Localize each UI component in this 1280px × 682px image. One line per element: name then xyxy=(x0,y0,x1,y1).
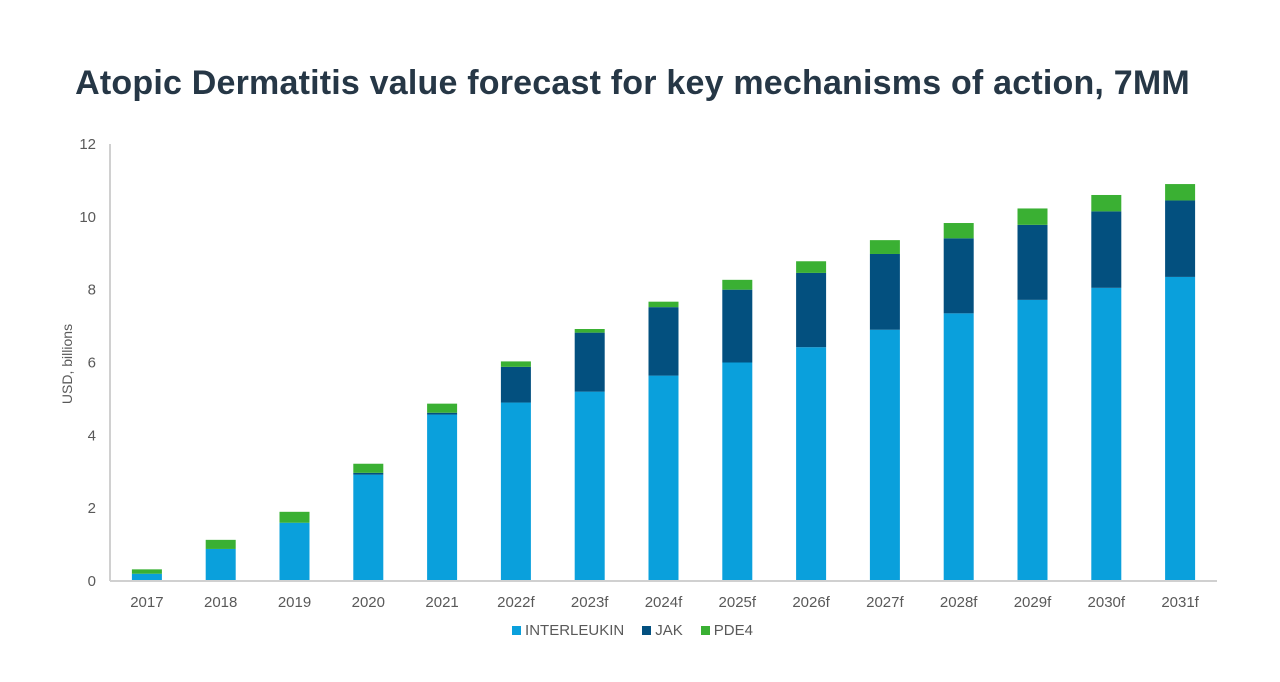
x-tick-label: 2024f xyxy=(645,594,683,611)
legend-swatch xyxy=(700,626,710,635)
bar-jak-2028f xyxy=(943,238,974,314)
chart-title: Atopic Dermatitis value forecast for key… xyxy=(75,64,1190,102)
legend-item-pde4: PDE4 xyxy=(700,622,753,639)
legend-label: INTERLEUKIN xyxy=(525,622,625,639)
bar-jak-2023f xyxy=(574,332,605,392)
x-tick-label: 2029f xyxy=(1014,594,1052,611)
bar-jak-2029f xyxy=(1017,224,1048,300)
bar-pde4-2021 xyxy=(427,403,458,413)
chart-legend: INTERLEUKIN JAK PDE4 xyxy=(0,622,1265,639)
bar-pde4-2018 xyxy=(205,539,236,549)
y-tick-label: 12 xyxy=(79,136,96,153)
x-tick-label: 2030f xyxy=(1088,594,1126,611)
bar-interleukin-2025f xyxy=(722,362,753,581)
legend-item-interleukin: INTERLEUKIN xyxy=(512,622,624,639)
y-tick-label: 8 xyxy=(88,282,96,299)
x-tick-label: 2022f xyxy=(497,594,535,611)
bar-interleukin-2027f xyxy=(869,329,900,581)
y-tick-label: 10 xyxy=(79,209,96,226)
bar-pde4-2022f xyxy=(500,361,531,367)
bar-pde4-2028f xyxy=(943,223,974,239)
bar-pde4-2031f xyxy=(1165,184,1196,201)
bar-pde4-2026f xyxy=(796,261,827,273)
y-tick-label: 0 xyxy=(88,573,96,590)
x-tick-label: 2031f xyxy=(1161,594,1199,611)
legend-label: JAK xyxy=(655,622,683,639)
legend-item-jak: JAK xyxy=(642,622,683,639)
y-axis-ticks: 0 2 4 6 8 10 12 xyxy=(79,136,96,590)
bar-pde4-2025f xyxy=(722,279,753,290)
bar-pde4-2019 xyxy=(279,511,310,523)
bar-pde4-2027f xyxy=(869,240,900,254)
bar-jak-2027f xyxy=(869,253,900,330)
bar-jak-2022f xyxy=(500,366,531,403)
y-tick-label: 2 xyxy=(88,500,96,517)
legend-swatch xyxy=(642,626,652,635)
x-tick-label: 2017 xyxy=(130,594,163,611)
bar-jak-2031f xyxy=(1165,200,1196,277)
y-axis-title: USD, billions xyxy=(59,324,75,404)
x-tick-label: 2019 xyxy=(278,594,311,611)
x-tick-label: 2020 xyxy=(352,594,385,611)
bar-jak-2030f xyxy=(1091,211,1122,288)
bar-interleukin-2019 xyxy=(279,522,310,581)
legend-label: PDE4 xyxy=(713,622,753,639)
bar-jak-2020 xyxy=(353,472,384,475)
bar-pde4-2020 xyxy=(353,463,384,473)
bar-jak-2025f xyxy=(722,289,753,363)
x-tick-label: 2021 xyxy=(425,594,458,611)
bar-jak-2021 xyxy=(427,412,458,415)
y-tick-label: 4 xyxy=(88,427,96,444)
bar-interleukin-2022f xyxy=(500,402,531,581)
x-tick-label: 2025f xyxy=(719,594,757,611)
bar-interleukin-2026f xyxy=(796,347,827,581)
bar-interleukin-2020 xyxy=(353,474,384,581)
x-tick-label: 2023f xyxy=(571,594,609,611)
x-axis-ticks: 2017 2018 2019 2020 2021 2022f 2023f 2024f 2025f… xyxy=(130,594,1199,611)
bar-pde4-2030f xyxy=(1091,194,1122,212)
legend-swatch xyxy=(512,626,522,635)
bar-stacks xyxy=(131,184,1196,581)
bar-interleukin-2021 xyxy=(427,414,458,581)
bar-interleukin-2031f xyxy=(1165,276,1196,581)
bar-jak-2024f xyxy=(648,307,679,376)
x-tick-label: 2028f xyxy=(940,594,978,611)
bar-pde4-2023f xyxy=(574,329,605,333)
bar-interleukin-2024f xyxy=(648,375,679,581)
x-tick-label: 2027f xyxy=(866,594,904,611)
bar-pde4-2017 xyxy=(131,569,162,574)
axes xyxy=(109,144,1217,582)
bar-pde4-2024f xyxy=(648,301,679,308)
bar-interleukin-2017 xyxy=(131,573,162,581)
bar-interleukin-2030f xyxy=(1091,287,1122,581)
bar-interleukin-2023f xyxy=(574,391,605,581)
bar-interleukin-2028f xyxy=(943,313,974,581)
x-tick-label: 2018 xyxy=(204,594,237,611)
bar-interleukin-2029f xyxy=(1017,299,1048,581)
bar-pde4-2029f xyxy=(1017,208,1048,225)
bar-jak-2026f xyxy=(796,272,827,348)
bar-interleukin-2018 xyxy=(205,548,236,581)
x-tick-label: 2026f xyxy=(792,594,830,611)
y-tick-label: 6 xyxy=(88,355,96,372)
